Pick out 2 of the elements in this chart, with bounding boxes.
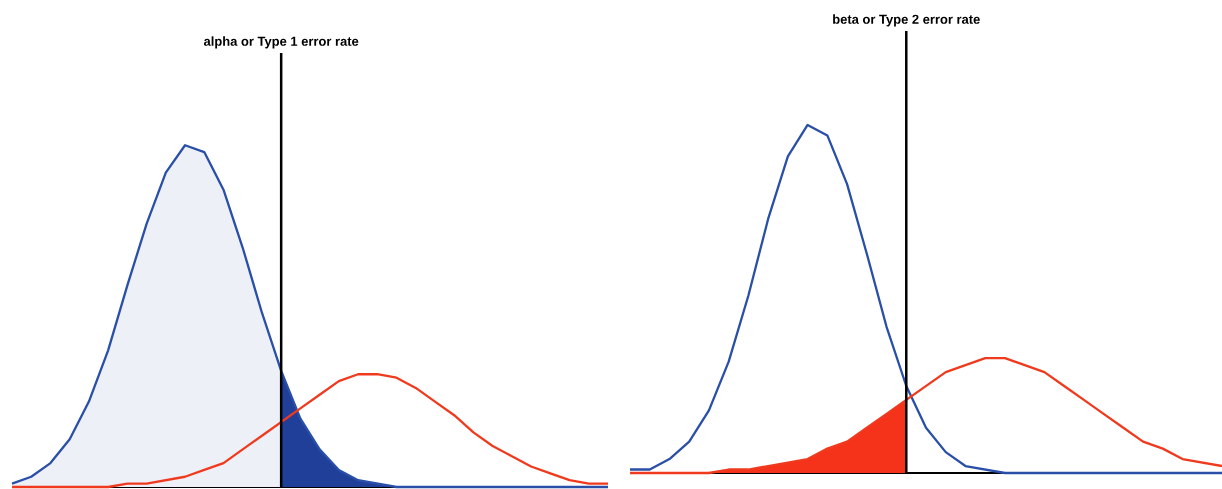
text: alpha or Type 1 error rate xyxy=(203,36,359,49)
text: beta or Type 2 error rate xyxy=(833,14,980,27)
